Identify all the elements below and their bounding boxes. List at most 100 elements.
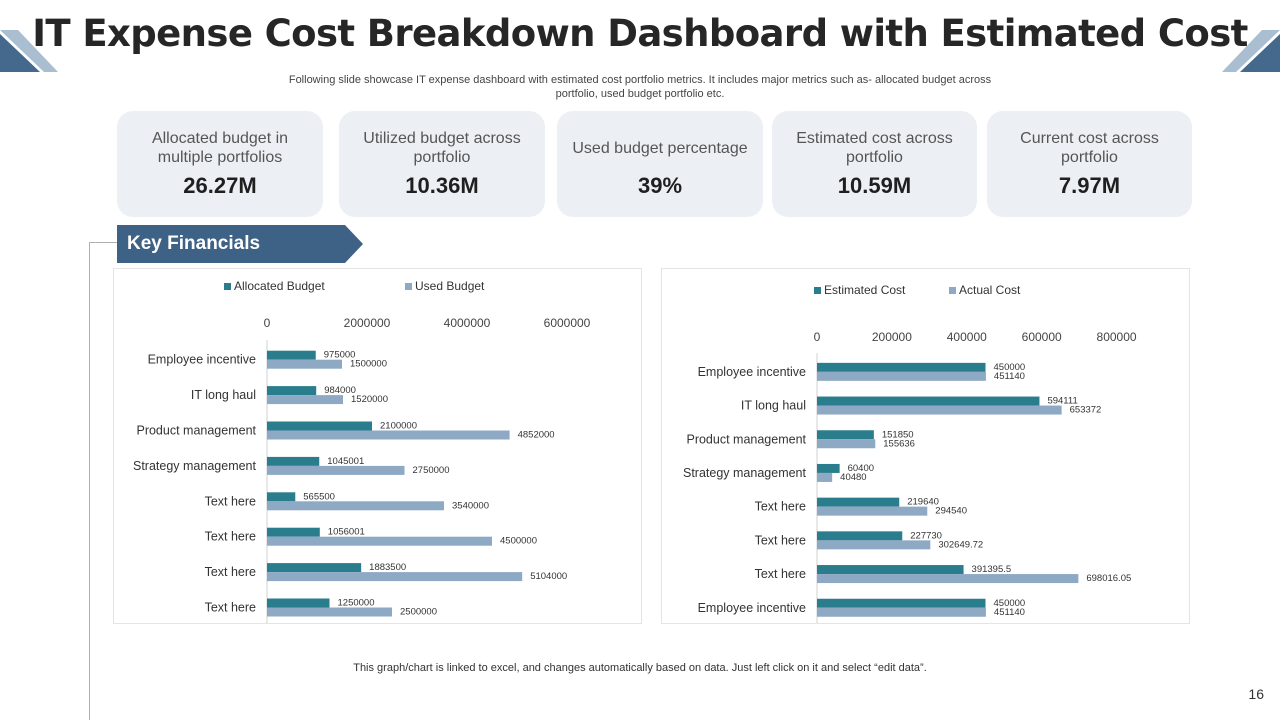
data-label: 219640: [907, 497, 939, 508]
bar-1: [817, 607, 986, 617]
kpi-card-allocated-budget: Allocated budget in multiple portfolios …: [117, 111, 323, 217]
kpi-card-utilized-budget: Utilized budget across portfolio 10.36M: [339, 111, 545, 217]
kpi-label: Used budget percentage: [572, 140, 748, 157]
data-label: 40480: [840, 472, 866, 483]
data-label: 1045001: [327, 456, 364, 467]
kpi-label: Allocated budget in multiple portfolios: [151, 130, 289, 166]
bar-1: [267, 465, 405, 475]
bar-1: [817, 371, 986, 381]
data-label: 4852000: [518, 430, 555, 441]
legend-swatch: [405, 283, 412, 290]
bar-0: [267, 456, 320, 466]
legend-label: Allocated Budget: [234, 279, 325, 293]
bar-0: [817, 565, 964, 575]
bar-0: [817, 497, 900, 507]
category-label: Product management: [686, 432, 806, 446]
data-label: 594111: [1047, 396, 1077, 407]
category-label: Text here: [205, 530, 256, 544]
x-tick-label: 200000: [872, 330, 912, 344]
kpi-card-used-budget-percentage: Used budget percentage 39%: [557, 111, 763, 217]
data-label: 294540: [935, 506, 967, 517]
bar-1: [267, 395, 343, 405]
kpi-label: Utilized budget across portfolio: [363, 130, 521, 166]
kpi-value: 10.59M: [837, 173, 912, 198]
category-label: IT long haul: [191, 388, 256, 402]
category-label: Text here: [755, 533, 806, 547]
cost-chart-panel[interactable]: Estimated Cost Actual Cost 0 200000 400000 60…: [661, 268, 1190, 624]
data-label: 1520000: [351, 394, 388, 405]
bar-0: [267, 350, 316, 360]
bar-0: [267, 563, 362, 573]
subtitle-line-1: Following slide showcase IT expense dash…: [288, 74, 992, 86]
bar-0: [817, 430, 874, 440]
kpi-label: Current cost across portfolio: [1020, 130, 1159, 166]
bar-1: [817, 540, 931, 550]
category-label: Employee incentive: [698, 601, 806, 615]
data-label: 2500000: [400, 607, 437, 618]
data-label: 4500000: [500, 536, 537, 547]
category-label: Employee incentive: [148, 353, 256, 367]
category-label: IT long haul: [741, 399, 806, 413]
legend-label: Estimated Cost: [824, 283, 906, 297]
bar-1: [267, 572, 523, 582]
data-label: 451140: [994, 371, 1025, 382]
x-tick-label: 800000: [1097, 330, 1137, 344]
bar-0: [817, 531, 903, 541]
x-tick-label: 400000: [947, 330, 987, 344]
data-label: 151850: [882, 429, 914, 440]
legend-swatch: [224, 283, 231, 290]
data-label: 565500: [303, 491, 335, 502]
x-tick-label: 6000000: [544, 316, 591, 330]
bar-1: [267, 430, 510, 440]
category-label: Text here: [205, 565, 256, 579]
budget-bar-chart[interactable]: Allocated Budget Used Budget 0 2000000 40000…: [114, 269, 641, 623]
data-label: 1500000: [350, 359, 387, 370]
bar-0: [267, 527, 320, 537]
key-financials-label: Key Financials: [127, 233, 261, 254]
x-tick-label: 0: [814, 330, 821, 344]
category-label: Strategy management: [133, 459, 257, 473]
data-label: 2100000: [380, 421, 417, 432]
bar-1: [817, 506, 928, 516]
bar-1: [817, 439, 876, 449]
bar-0: [817, 598, 986, 608]
data-label: 653372: [1070, 405, 1102, 416]
x-tick-label: 2000000: [344, 316, 391, 330]
category-label: Text here: [205, 601, 256, 615]
budget-chart-panel[interactable]: Allocated Budget Used Budget 0 2000000 40000…: [113, 268, 642, 624]
bar-1: [267, 536, 492, 546]
page-subtitle: Following slide showcase IT expense dash…: [250, 73, 1030, 101]
data-label: 450000: [994, 362, 1026, 373]
cost-bar-chart[interactable]: Estimated Cost Actual Cost 0 200000 400000 60…: [662, 269, 1189, 623]
kpi-label: Estimated cost across portfolio: [796, 130, 953, 166]
category-label: Employee incentive: [698, 365, 806, 379]
kpi-card-estimated-cost: Estimated cost across portfolio 10.59M: [772, 111, 977, 217]
bar-0: [267, 421, 372, 431]
section-connector-vertical: [89, 242, 90, 720]
kpi-value: 26.27M: [183, 173, 257, 198]
data-label: 975000: [324, 350, 356, 361]
kpi-value: 39%: [637, 173, 683, 198]
x-tick-label: 600000: [1022, 330, 1062, 344]
data-label: 60400: [848, 463, 874, 474]
data-label: 451140: [994, 607, 1025, 618]
data-label: 155636: [883, 438, 915, 449]
bar-0: [267, 386, 317, 396]
kpi-value: 7.97M: [1058, 173, 1121, 198]
x-tick-label: 0: [264, 316, 271, 330]
bar-1: [267, 501, 444, 511]
data-label: 5104000: [530, 571, 567, 582]
legend-swatch: [949, 287, 956, 294]
category-label: Text here: [755, 500, 806, 514]
subtitle-line-2: portfolio, used budget portfolio etc.: [555, 88, 725, 100]
kpi-value: 10.36M: [405, 173, 479, 198]
data-label: 227730: [910, 530, 942, 541]
data-label: 391395.5: [972, 564, 1012, 575]
bar-1: [267, 359, 342, 369]
category-label: Text here: [755, 567, 806, 581]
data-label: 302649.72: [938, 539, 983, 550]
x-tick-label: 4000000: [444, 316, 491, 330]
footnote: This graph/chart is linked to excel, and…: [353, 662, 927, 674]
bar-1: [267, 607, 392, 617]
section-connector-horizontal: [89, 242, 117, 243]
